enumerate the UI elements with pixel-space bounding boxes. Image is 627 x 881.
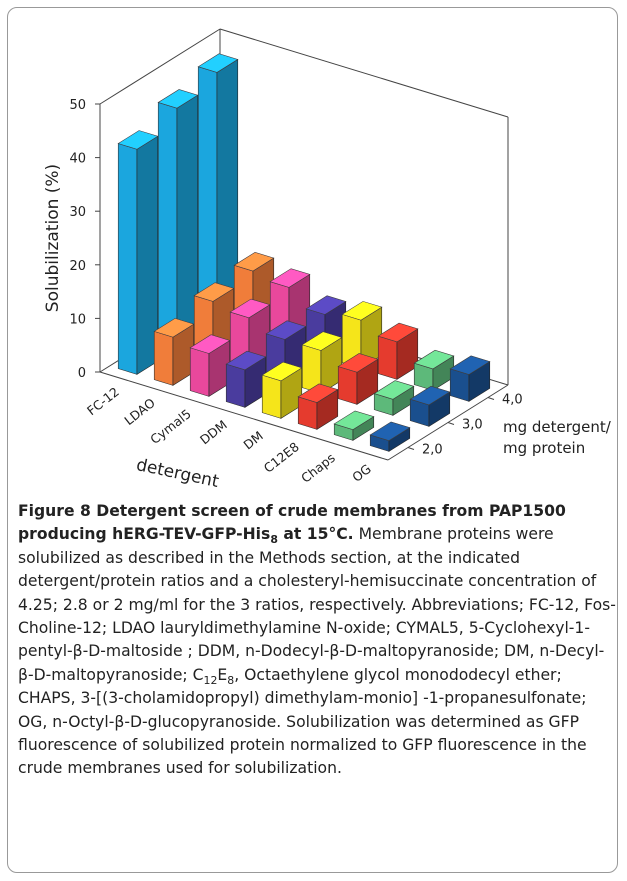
- bar: [261, 361, 303, 419]
- bar-top: [117, 130, 159, 150]
- caption-body: Membrane proteins were solubilized as de…: [18, 525, 616, 777]
- bar-top: [337, 353, 379, 373]
- x-tick-label: C12E8: [261, 439, 302, 476]
- box-edge: [99, 28, 221, 105]
- bar-top: [157, 89, 199, 109]
- bar-top: [369, 421, 411, 441]
- bar-top: [297, 383, 339, 403]
- z-tick: [447, 422, 455, 425]
- bar: [197, 53, 239, 325]
- bar-top: [261, 361, 303, 382]
- caption: Figure 8 Detergent screen of crude membr…: [18, 500, 616, 781]
- caption-heading: Figure 8 Detergent screen of crude membr…: [18, 502, 566, 545]
- bar: [341, 301, 383, 369]
- figure-frame: [7, 7, 618, 873]
- x-axis-label: detergent: [134, 455, 220, 492]
- bar: [297, 383, 339, 430]
- z-tick-label: 4,0: [502, 393, 523, 408]
- bar-front: [189, 347, 210, 397]
- caption-text: E: [217, 665, 228, 684]
- box-edge: [219, 28, 509, 118]
- y-tick-label: 10: [69, 312, 86, 327]
- bar-front: [337, 366, 358, 405]
- bar-top: [409, 385, 451, 406]
- y-tick-label: 20: [69, 259, 86, 274]
- bar: [337, 353, 379, 405]
- x-tick-label: Cymal5: [147, 406, 194, 447]
- bar-top: [373, 380, 415, 400]
- x-tick-label: LDAO: [121, 395, 158, 428]
- bar: [369, 421, 411, 452]
- bar-front: [157, 102, 178, 350]
- bar: [373, 380, 415, 416]
- z-axis-label: mg protein: [503, 439, 585, 457]
- bar-front: [377, 335, 398, 380]
- x-tick-label: DM: [241, 428, 266, 452]
- caption-text: Detergent screen of crude membranes from…: [18, 502, 566, 544]
- bar-top: [341, 301, 383, 321]
- bar-top: [229, 298, 271, 319]
- bar: [265, 320, 307, 383]
- bar: [117, 130, 159, 375]
- caption-text: , Octaethylene glycol monododecyl ether;…: [18, 665, 587, 778]
- bar: [409, 385, 451, 427]
- bar-top: [225, 350, 267, 371]
- y-tick-label: 50: [69, 98, 86, 113]
- bar: [157, 89, 199, 350]
- bar-top: [153, 318, 195, 338]
- bar-top: [449, 355, 491, 375]
- bar: [449, 355, 491, 402]
- bar-front: [225, 363, 246, 408]
- y-tick-label: 0: [78, 366, 86, 381]
- bar-top: [193, 282, 235, 302]
- caption-text: at 15°C.: [277, 525, 354, 544]
- bar: [153, 318, 195, 386]
- bar: [377, 322, 419, 380]
- bar-top: [189, 334, 231, 354]
- y-tick-label: 40: [69, 152, 86, 167]
- bar-top: [197, 53, 239, 73]
- bar-top: [265, 320, 307, 340]
- caption-title: Detergent screen of crude membranes from…: [18, 502, 566, 545]
- x-tick-label: FC-12: [84, 384, 122, 418]
- caption-text: 8: [270, 533, 278, 547]
- bar: [301, 331, 343, 394]
- caption-label: Figure 8: [18, 502, 91, 520]
- bar-top: [269, 268, 311, 288]
- bar-front: [153, 330, 174, 386]
- bar-top: [305, 295, 347, 315]
- bar-top: [377, 322, 419, 343]
- bar: [333, 410, 375, 441]
- bar: [225, 350, 267, 408]
- bar-front: [117, 143, 138, 375]
- bar: [413, 349, 455, 391]
- x-tick-label: OG: [349, 461, 374, 485]
- z-tick: [407, 447, 415, 450]
- x-tick-label: Chaps: [298, 450, 338, 486]
- box-edge: [99, 371, 389, 461]
- chart: 0 10 20 30 40 50 Solubilization (%) FC-12 LDAOCy…: [43, 28, 612, 492]
- bar-top: [413, 349, 455, 370]
- bar: [189, 334, 231, 397]
- caption-text: 8: [227, 673, 235, 687]
- z-axis-label: mg detergent/: [503, 418, 612, 436]
- z-tick-label: 2,0: [422, 443, 443, 458]
- bar-top: [333, 410, 375, 430]
- y-tick-label: 30: [69, 205, 86, 220]
- bar-top: [301, 331, 343, 351]
- z-tick-label: 3,0: [462, 418, 483, 433]
- bar-top: [233, 251, 275, 272]
- z-tick: [487, 397, 495, 400]
- y-axis-label: Solubilization (%): [43, 164, 63, 312]
- caption-text: Membrane proteins were solubilized as de…: [18, 525, 616, 684]
- bar-front: [261, 374, 282, 419]
- caption-text: 12: [203, 673, 218, 687]
- x-tick-label: DDM: [197, 417, 230, 447]
